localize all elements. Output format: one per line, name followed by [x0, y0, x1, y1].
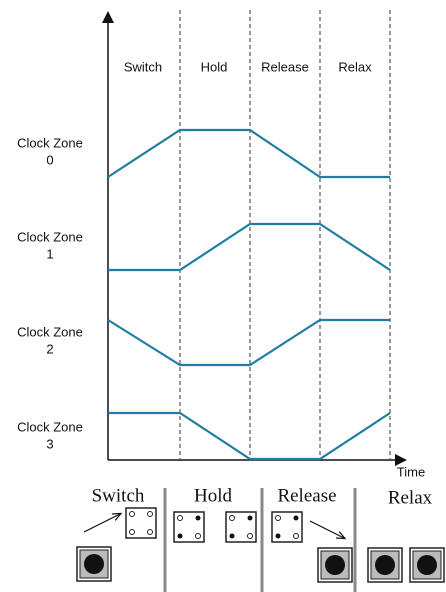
qca-cell	[272, 512, 302, 542]
zone-number: 0	[46, 152, 53, 167]
time-label: Time	[397, 464, 425, 479]
zone-label: Clock Zone	[17, 229, 83, 244]
phase-label: Hold	[201, 59, 228, 74]
bottom-phase-label: Relax	[388, 487, 433, 508]
qca-cell-relaxed	[77, 547, 111, 581]
bottom-phase-label: Hold	[194, 485, 233, 506]
bottom-phase-label: Switch	[92, 485, 145, 506]
qca-cell-relaxed	[410, 548, 444, 582]
qca-cell	[126, 508, 156, 538]
arrow	[310, 521, 344, 538]
qca-cell	[174, 512, 204, 542]
zone-number: 2	[46, 341, 53, 356]
bottom-phase-label: Release	[277, 485, 336, 506]
qca-cell	[226, 512, 256, 542]
qca-cell-relaxed	[368, 548, 402, 582]
phase-label: Switch	[124, 59, 162, 74]
phase-label: Relax	[338, 59, 372, 74]
zone-label: Clock Zone	[17, 419, 83, 434]
zone-label: Clock Zone	[17, 135, 83, 150]
qca-cell-relaxed	[318, 548, 352, 582]
diagram: Switch Hold Release Relax Clock Zone 0 C…	[0, 0, 446, 592]
phase-label: Release	[261, 59, 309, 74]
zone-number: 3	[46, 436, 53, 451]
arrow	[84, 514, 120, 532]
clock-wave	[108, 224, 390, 270]
clock-wave	[108, 413, 390, 459]
zone-number: 1	[46, 246, 53, 261]
clock-wave	[108, 320, 390, 365]
zone-label: Clock Zone	[17, 324, 83, 339]
clock-wave	[108, 130, 390, 177]
